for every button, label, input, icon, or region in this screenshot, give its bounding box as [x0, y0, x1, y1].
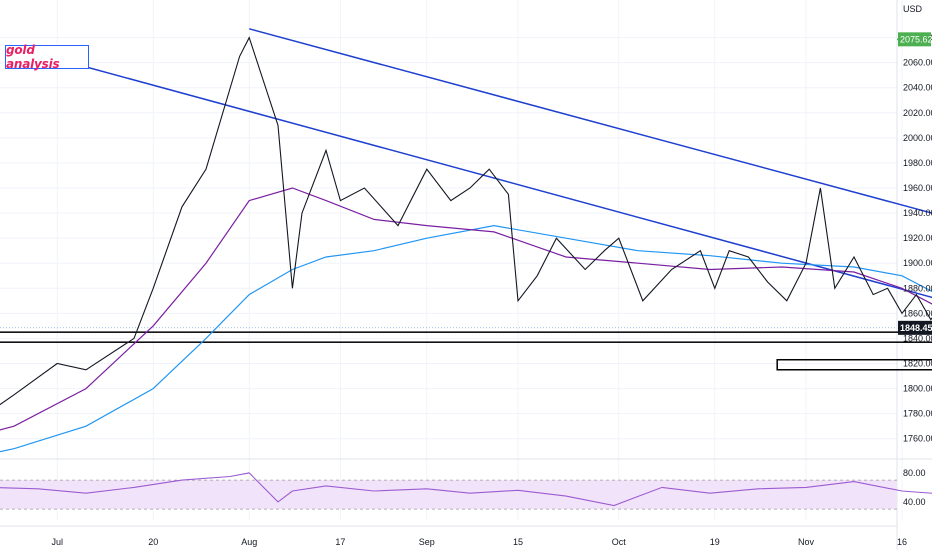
time-tick-label: 16: [897, 537, 907, 547]
time-tick-label: Aug: [241, 537, 257, 547]
time-tick-label: Nov: [798, 537, 815, 547]
last-price-label: 1848.45: [898, 320, 932, 335]
target-price-box: [898, 32, 931, 47]
target-price-text: 2075.62: [900, 34, 932, 44]
price-tick-label: 1760.00: [903, 434, 932, 444]
time-tick-label: Sep: [419, 537, 435, 547]
time-axis: 15Jul20Aug17Sep15Oct19Nov16Dec15202118Fe…: [51, 537, 907, 547]
ma-slow-line: [0, 224, 932, 453]
resistance-line-2: [42, 54, 932, 299]
price-axis: 1760.00 1780.00 1800.00 1820.00 1840.00 1860.…: [903, 33, 932, 444]
price-tick-label: 1960.00: [903, 183, 932, 193]
price-series: [0, 36, 932, 406]
price-tick-label: 1900.00: [903, 258, 932, 268]
rsi-band: [0, 480, 897, 510]
price-tick-label: 1780.00: [903, 409, 932, 419]
price-tick-label: 1940.00: [903, 208, 932, 218]
price-tick-label: 1820.00: [903, 358, 932, 368]
time-tick-label: 19: [710, 537, 720, 547]
price-tick-label: 2060.00: [903, 58, 932, 68]
rsi-pane: 80.00 40.00: [0, 468, 932, 510]
annotation-title-box: gold analysis: [5, 43, 89, 71]
price-tick-label: 2040.00: [903, 83, 932, 93]
time-tick-label: 17: [335, 537, 345, 547]
price-tick-label: 1860.00: [903, 308, 932, 318]
rsi-line: [0, 472, 932, 507]
price-tick-label: 1920.00: [903, 233, 932, 243]
currency-label: USD: [903, 4, 923, 14]
annotation-title: gold analysis: [6, 43, 60, 71]
last-price-box: [898, 320, 932, 335]
price-tick-label: 2020.00: [903, 108, 932, 118]
price-tick-label: 2000.00: [903, 133, 932, 143]
zone-rect-2: [776, 358, 932, 371]
time-tick-label: Oct: [612, 537, 627, 547]
rsi-tick-label: 80.00: [903, 468, 926, 478]
rsi-tick-label: 40.00: [903, 497, 926, 507]
price-tick-label: 1980.00: [903, 158, 932, 168]
resistance-line-1: [249, 28, 932, 214]
ma-fast-line: [0, 187, 932, 431]
zone-rect-1: [0, 331, 932, 343]
time-tick-label: 20: [148, 537, 158, 547]
last-price-text: 1848.45: [900, 323, 932, 333]
price-tick-label: 1880.00: [903, 283, 932, 293]
time-tick-label: 15: [513, 537, 523, 547]
grid: [0, 0, 903, 520]
time-tick-label: Jul: [51, 537, 63, 547]
target-price-label: 2075.62: [898, 32, 932, 47]
price-tick-label: 1840.00: [903, 333, 932, 343]
price-tick-label: 1800.00: [903, 384, 932, 394]
